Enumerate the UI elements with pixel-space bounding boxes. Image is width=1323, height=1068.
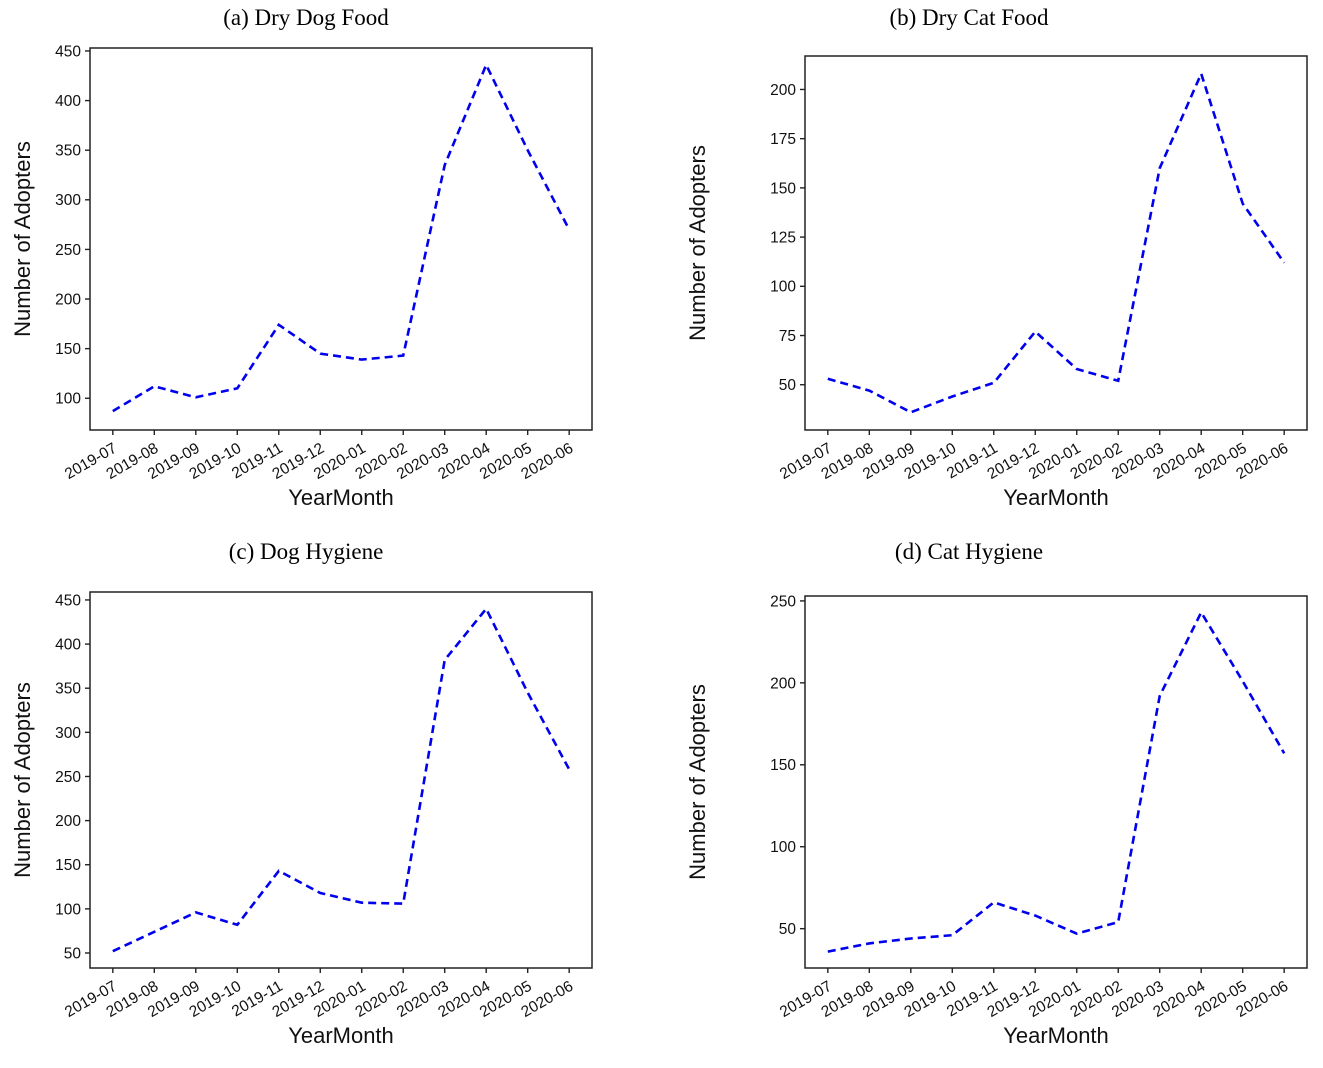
x-axis-label: YearMonth bbox=[1003, 485, 1109, 510]
chart-plot-area: 501001502002503003504004502019-072019-08… bbox=[10, 591, 593, 1048]
y-tick-label: 200 bbox=[770, 82, 796, 99]
subplot-dry-dog-food: (a) Dry Dog Food 100 150 200 250 300 350 400 45… bbox=[0, 0, 660, 534]
y-tick-label: 200 bbox=[55, 291, 81, 308]
y-tick-label: 350 bbox=[55, 143, 81, 160]
data-line bbox=[827, 70, 1286, 414]
y-tick-label: 50 bbox=[779, 377, 797, 394]
subplot-cat-hygiene: (d) Cat Hygiene 50 100 150 200 250 2019-07 201… bbox=[663, 534, 1323, 1068]
y-tick-label: 200 bbox=[55, 813, 81, 830]
y-tick-label: 50 bbox=[779, 921, 797, 938]
y-tick-label: 250 bbox=[55, 769, 81, 786]
y-tick-label: 400 bbox=[55, 93, 81, 110]
x-axis-label: YearMonth bbox=[288, 1023, 394, 1048]
y-tick-label: 150 bbox=[55, 341, 81, 358]
chart-title: (a) Dry Dog Food bbox=[223, 5, 389, 30]
y-tick-label: 250 bbox=[55, 242, 81, 259]
y-tick-label: 50 bbox=[64, 945, 82, 962]
x-axis-label: YearMonth bbox=[288, 485, 394, 510]
x-axis-label: YearMonth bbox=[1003, 1023, 1109, 1048]
y-tick-label: 100 bbox=[770, 839, 796, 856]
plot-border bbox=[804, 595, 1308, 969]
y-tick-label: 250 bbox=[770, 593, 796, 610]
y-tick-label: 125 bbox=[770, 230, 796, 247]
chart-plot-area: 50751001251501752002019-072019-082019-09… bbox=[685, 55, 1308, 510]
y-axis-label: Number of Adopters bbox=[685, 145, 710, 341]
y-tick-label: 100 bbox=[55, 901, 81, 918]
y-tick-label: 150 bbox=[770, 757, 796, 774]
y-tick-label: 350 bbox=[55, 681, 81, 698]
y-tick-label: 100 bbox=[55, 391, 81, 408]
y-tick-label: 450 bbox=[55, 592, 81, 609]
plot-border bbox=[89, 47, 593, 431]
y-tick-label: 150 bbox=[55, 857, 81, 874]
y-tick-label: 300 bbox=[55, 192, 81, 209]
y-axis-label: Number of Adopters bbox=[10, 682, 35, 878]
chart-plot-area: 1001502002503003504004502019-072019-0820… bbox=[10, 43, 593, 510]
y-tick-label: 75 bbox=[779, 328, 796, 345]
data-line bbox=[112, 606, 571, 953]
y-axis-label: Number of Adopters bbox=[685, 684, 710, 880]
y-axis-label: Number of Adopters bbox=[10, 141, 35, 337]
y-tick-label: 450 bbox=[55, 43, 81, 60]
chart-title: (d) Cat Hygiene bbox=[894, 539, 1044, 564]
subplot-dog-hygiene: (c) Dog Hygiene 50 100 150 200 250 300 350 400 4… bbox=[0, 534, 660, 1068]
data-line bbox=[827, 609, 1286, 953]
y-tick-label: 400 bbox=[55, 637, 81, 654]
chart-title: (c) Dog Hygiene bbox=[228, 539, 384, 564]
data-line bbox=[112, 61, 571, 413]
y-tick-label: 100 bbox=[770, 279, 796, 296]
y-tick-label: 300 bbox=[55, 725, 81, 742]
plot-border bbox=[804, 55, 1308, 431]
y-tick-label: 150 bbox=[770, 180, 796, 197]
y-tick-label: 200 bbox=[770, 675, 796, 692]
subplot-dry-cat-food: (b) Dry Cat Food 50 75 100 125 150 175 200 2019… bbox=[663, 0, 1323, 534]
plot-border bbox=[89, 591, 593, 969]
chart-plot-area: 501001502002502019-072019-082019-092019-… bbox=[685, 593, 1308, 1048]
y-tick-label: 175 bbox=[770, 131, 796, 148]
chart-title: (b) Dry Cat Food bbox=[889, 5, 1049, 30]
